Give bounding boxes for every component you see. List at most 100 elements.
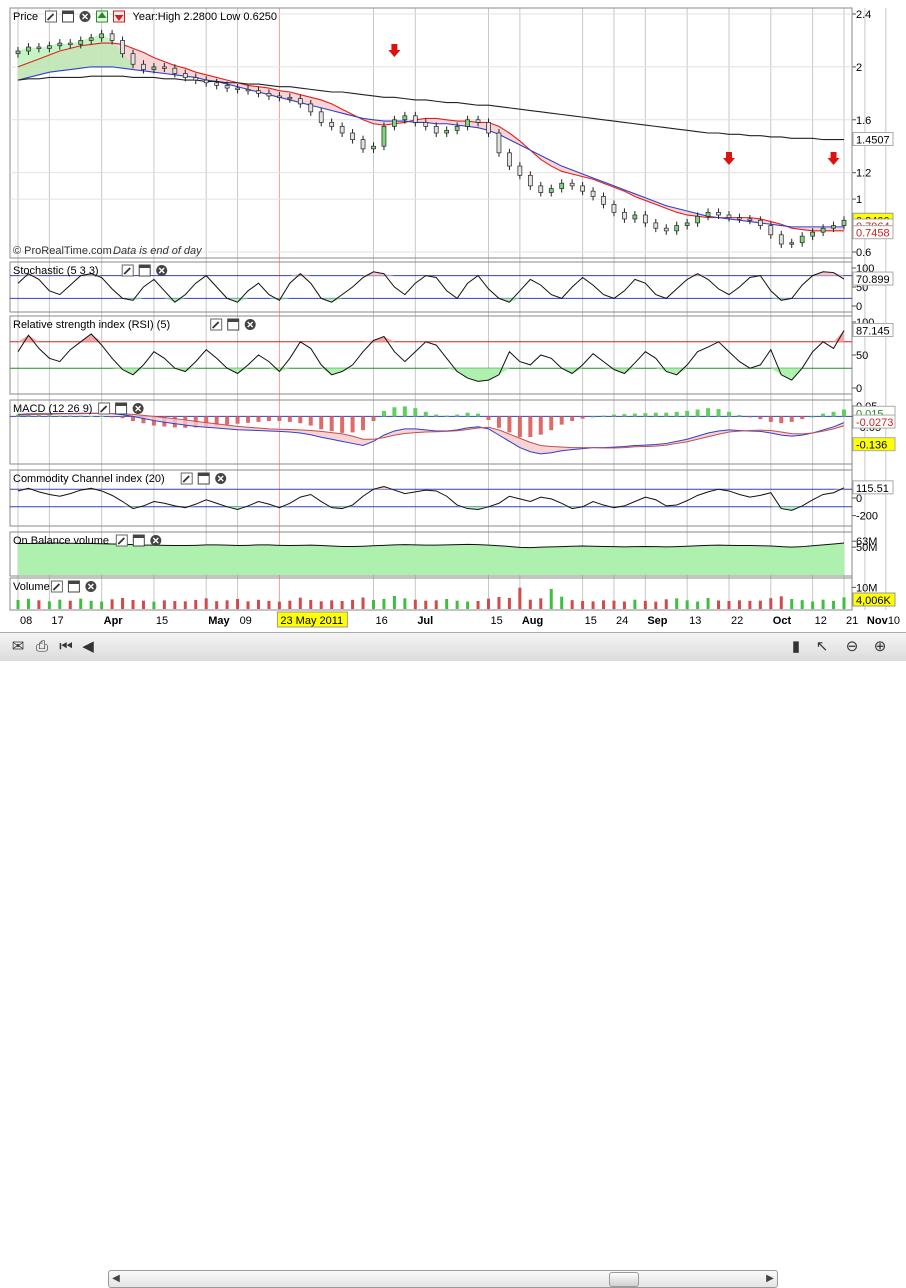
volume-bar: [570, 600, 574, 609]
macd-line: [17, 412, 845, 455]
candle-body: [339, 126, 345, 134]
close-icon: [132, 403, 144, 414]
macd-histogram-bar: [758, 416, 763, 420]
macd-signal-line: [17, 412, 845, 449]
volume-bar: [413, 599, 417, 609]
volume-bar: [602, 600, 606, 609]
zoom-out-icon[interactable]: ⊖: [845, 638, 859, 655]
oversold-fill: [331, 298, 343, 303]
candle-body: [130, 53, 136, 65]
close-icon-x: [152, 537, 159, 544]
candle-body: [538, 185, 544, 193]
macd-histogram-bar: [120, 416, 125, 419]
volume-bar: [173, 601, 177, 609]
first-icon[interactable]: ⏮: [59, 638, 73, 655]
macd-histogram-bar: [517, 416, 522, 437]
watermark-note: Data is end of day: [113, 245, 203, 257]
prev-icon[interactable]: ◀: [82, 638, 94, 655]
macd-value-box: [852, 437, 896, 452]
oversold-fill: [279, 298, 290, 301]
x-tick-label: 10: [888, 615, 900, 627]
candle-body: [486, 122, 491, 134]
print-icon[interactable]: ⎙: [35, 638, 48, 655]
volume-bar: [748, 600, 752, 609]
macd-histogram-bar: [36, 415, 41, 417]
oversold-fill: [770, 298, 782, 301]
y-tick-label: 50M: [856, 542, 877, 554]
window-icon-bar: [62, 11, 74, 14]
wrench-icon: [210, 318, 223, 331]
zoom-in-icon[interactable]: ⊕: [873, 638, 887, 655]
oversold-fill: [603, 368, 614, 370]
wrench-icon-handle: [52, 583, 61, 591]
macd-histogram-bar: [16, 414, 20, 417]
macd-histogram-bar: [726, 411, 731, 417]
x-tick-label: 24: [616, 615, 628, 627]
obv-area: [18, 543, 844, 575]
macd-histogram-bar: [737, 415, 742, 417]
volume-bar: [277, 601, 281, 609]
mail-icon[interactable]: ✉: [11, 638, 25, 655]
candle-body: [684, 222, 690, 226]
volume-bar: [696, 601, 700, 609]
scroll-right-arrow-icon[interactable]: ▶: [766, 1273, 774, 1284]
volume-bar: [487, 598, 491, 609]
x-tick-label: Sep: [647, 615, 667, 627]
macd-histogram-bar: [716, 409, 721, 417]
candle-body: [26, 46, 31, 52]
cursor-icon[interactable]: ↖: [815, 638, 829, 655]
candle-body: [88, 37, 94, 41]
close-icon-x: [82, 13, 88, 20]
close-icon-x: [87, 583, 94, 590]
scroll-left-arrow-icon[interactable]: ◀: [112, 1273, 120, 1284]
macd-histogram-bar: [580, 416, 585, 419]
chart-type-icon[interactable]: ▮: [791, 638, 801, 655]
candle-body: [622, 211, 627, 220]
volume-bar: [225, 600, 229, 609]
window-icon: [197, 472, 210, 485]
volume-bar: [392, 596, 396, 609]
candle-body: [642, 214, 648, 224]
close-icon-x: [247, 321, 254, 328]
x-tick-label: 12: [815, 615, 827, 627]
scrollbar-thumb[interactable]: [609, 1272, 639, 1287]
macd-histogram-bar: [26, 414, 31, 417]
candle-body: [392, 119, 397, 127]
volume-bar: [403, 598, 407, 609]
volume-bar: [194, 600, 198, 609]
panel-title-price: Price: [13, 11, 38, 23]
macd-histogram-bar: [706, 408, 711, 417]
volume-bar: [664, 599, 668, 609]
oversold-fill: [478, 368, 489, 382]
x-tick-label: Aug: [522, 615, 543, 627]
candle-body: [758, 219, 763, 226]
macd-histogram-bar: [413, 408, 418, 417]
oversold-fill: [488, 368, 499, 381]
candle-body: [747, 218, 753, 221]
volume-bar: [204, 598, 208, 609]
down-icon-arrow: [114, 15, 124, 21]
window-icon-bar: [198, 473, 210, 476]
y-tick-label: 50: [856, 350, 868, 362]
chart-scrollbar[interactable]: ◀ ▶: [108, 1270, 778, 1288]
volume-bar: [131, 600, 135, 609]
oversold-fill: [237, 368, 249, 374]
candle-body: [580, 185, 585, 192]
volume-bar: [246, 601, 250, 609]
macd-histogram-bar: [277, 416, 282, 421]
overbought-fill: [363, 340, 374, 342]
candle-body: [632, 214, 638, 220]
candle-body: [611, 204, 617, 213]
volume-bar: [340, 601, 344, 609]
candle-body: [350, 132, 355, 140]
candle-body: [653, 222, 659, 229]
x-tick-label: 22: [731, 615, 743, 627]
x-tick-label: May: [208, 615, 230, 627]
close-icon-x: [217, 475, 224, 482]
candle-body: [820, 227, 826, 233]
window-icon: [132, 534, 145, 547]
macd-histogram-bar: [340, 416, 345, 433]
macd-histogram-bar: [402, 406, 407, 417]
volume-value: 4,006K: [856, 595, 892, 607]
candle-body: [716, 211, 721, 216]
